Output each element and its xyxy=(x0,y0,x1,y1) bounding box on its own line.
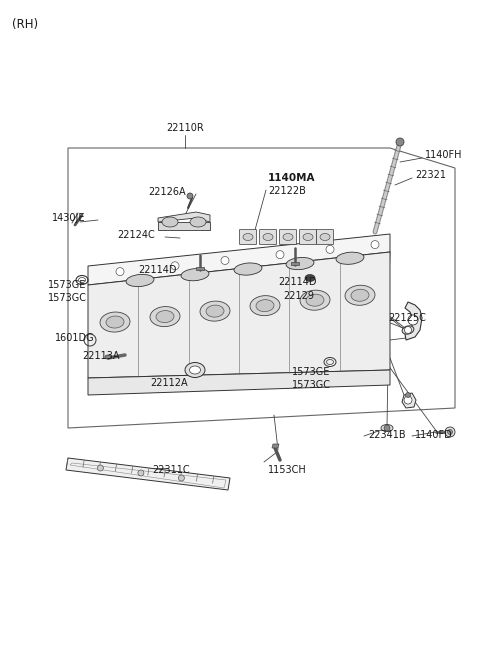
Circle shape xyxy=(276,251,284,259)
Ellipse shape xyxy=(381,424,393,432)
Ellipse shape xyxy=(320,233,330,240)
Ellipse shape xyxy=(263,233,273,240)
FancyBboxPatch shape xyxy=(260,229,276,244)
Text: 22129: 22129 xyxy=(283,291,314,301)
Polygon shape xyxy=(405,302,422,340)
Ellipse shape xyxy=(250,295,280,316)
Text: (RH): (RH) xyxy=(12,18,38,31)
Text: 22122B: 22122B xyxy=(268,186,306,196)
Text: 1573GE: 1573GE xyxy=(48,280,86,290)
Polygon shape xyxy=(88,370,390,395)
FancyBboxPatch shape xyxy=(240,229,256,244)
Polygon shape xyxy=(88,252,390,378)
Text: 1573GE: 1573GE xyxy=(292,367,330,377)
Polygon shape xyxy=(158,212,210,222)
Polygon shape xyxy=(402,393,416,408)
Ellipse shape xyxy=(190,366,201,374)
Ellipse shape xyxy=(181,269,209,281)
Ellipse shape xyxy=(100,312,130,332)
Ellipse shape xyxy=(206,305,224,317)
Text: 22124C: 22124C xyxy=(117,230,155,240)
Ellipse shape xyxy=(286,257,314,270)
Circle shape xyxy=(326,246,334,253)
Ellipse shape xyxy=(336,252,364,265)
Polygon shape xyxy=(196,267,204,270)
Text: 1601DG: 1601DG xyxy=(55,333,95,343)
Polygon shape xyxy=(272,444,279,448)
Text: 1573GC: 1573GC xyxy=(292,380,331,390)
Polygon shape xyxy=(88,234,390,285)
Text: 1140FD: 1140FD xyxy=(415,430,453,440)
Text: 22110R: 22110R xyxy=(166,123,204,133)
Text: 22341B: 22341B xyxy=(368,430,406,440)
Text: 22321: 22321 xyxy=(415,170,446,180)
Ellipse shape xyxy=(306,294,324,306)
Circle shape xyxy=(405,326,411,333)
Text: 22114D: 22114D xyxy=(278,277,316,287)
Text: 1140FH: 1140FH xyxy=(425,150,463,160)
Ellipse shape xyxy=(283,233,293,240)
Circle shape xyxy=(138,470,144,476)
Circle shape xyxy=(396,138,404,146)
Text: 22112A: 22112A xyxy=(150,378,188,388)
Ellipse shape xyxy=(234,263,262,275)
Circle shape xyxy=(406,392,410,398)
Ellipse shape xyxy=(303,233,313,240)
Ellipse shape xyxy=(300,290,330,310)
Ellipse shape xyxy=(126,274,154,287)
Circle shape xyxy=(97,465,103,471)
Ellipse shape xyxy=(243,233,253,240)
Circle shape xyxy=(447,430,453,434)
Ellipse shape xyxy=(402,326,414,334)
Polygon shape xyxy=(291,262,299,265)
Text: 22114D: 22114D xyxy=(138,265,177,275)
Ellipse shape xyxy=(162,217,178,227)
Ellipse shape xyxy=(351,290,369,301)
Ellipse shape xyxy=(156,310,174,323)
Circle shape xyxy=(221,257,229,265)
Text: 22125C: 22125C xyxy=(388,313,426,323)
Ellipse shape xyxy=(150,307,180,327)
Polygon shape xyxy=(66,458,230,490)
Circle shape xyxy=(384,425,390,431)
Text: 22311C: 22311C xyxy=(152,465,190,475)
Ellipse shape xyxy=(185,362,205,377)
Text: 1153CH: 1153CH xyxy=(268,465,307,475)
Ellipse shape xyxy=(105,355,111,359)
Text: 22126A: 22126A xyxy=(148,187,186,197)
Ellipse shape xyxy=(305,274,315,282)
Circle shape xyxy=(404,396,412,404)
Ellipse shape xyxy=(200,301,230,321)
Text: 22113A: 22113A xyxy=(82,351,120,361)
Ellipse shape xyxy=(106,316,124,328)
FancyBboxPatch shape xyxy=(316,229,334,244)
Text: 1573GC: 1573GC xyxy=(48,293,87,303)
FancyBboxPatch shape xyxy=(279,229,297,244)
Circle shape xyxy=(371,240,379,249)
Circle shape xyxy=(116,268,124,276)
Ellipse shape xyxy=(256,299,274,312)
Ellipse shape xyxy=(345,286,375,305)
Text: 1140MA: 1140MA xyxy=(268,173,315,183)
Text: 1430JE: 1430JE xyxy=(52,213,85,223)
Circle shape xyxy=(187,193,193,199)
Polygon shape xyxy=(158,222,210,230)
Circle shape xyxy=(179,475,184,481)
Circle shape xyxy=(171,262,179,270)
Circle shape xyxy=(445,427,455,437)
Circle shape xyxy=(408,315,418,325)
FancyBboxPatch shape xyxy=(300,229,316,244)
Ellipse shape xyxy=(190,217,206,227)
